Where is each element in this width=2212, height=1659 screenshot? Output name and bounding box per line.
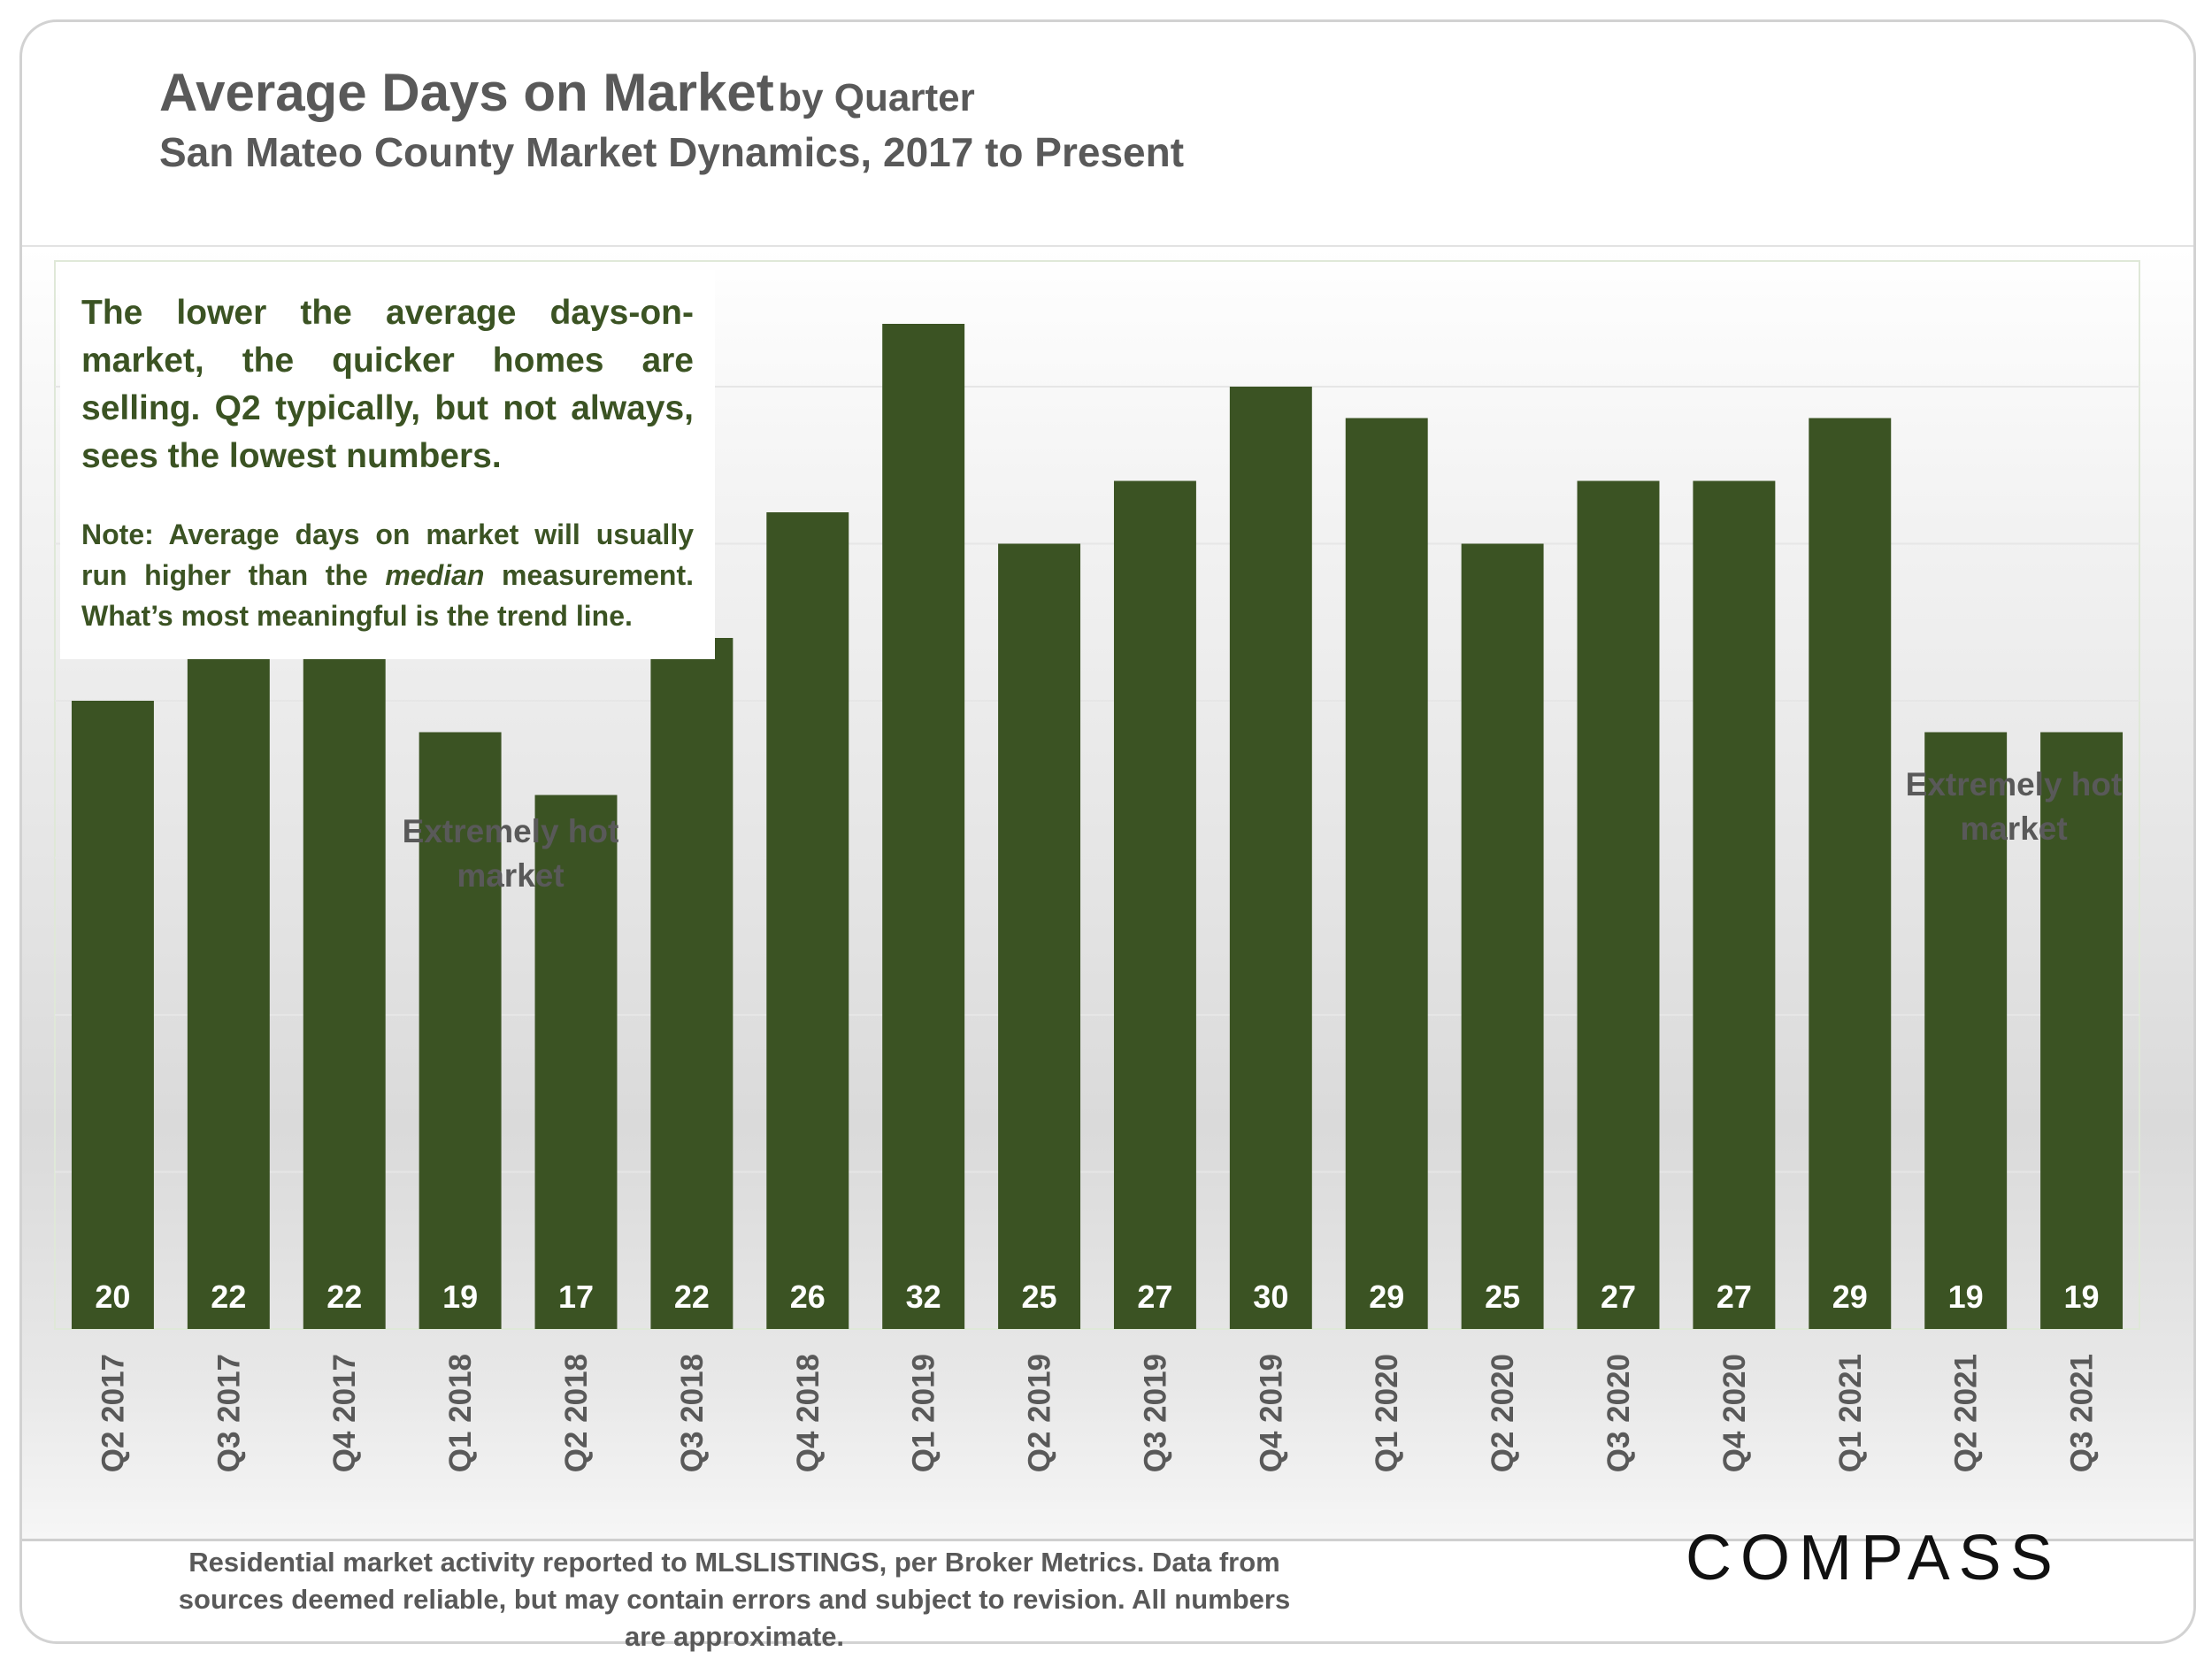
- annotation-hot-market-2021: Extremely hot market: [1905, 766, 2123, 847]
- compass-logo: COMPASS: [1686, 1523, 2062, 1594]
- data-label: 22: [674, 1279, 710, 1315]
- data-label: 22: [326, 1279, 362, 1315]
- x-tick-label: Q4 2018: [791, 1354, 826, 1472]
- note-sub-part1: Note: Average days on market will usuall…: [81, 518, 694, 591]
- x-tick-label: Q3 2021: [2065, 1354, 2100, 1472]
- data-label: 25: [1022, 1279, 1057, 1315]
- x-tick-label: Q2 2017: [96, 1354, 130, 1472]
- title-block: Average Days on Market by Quarter San Ma…: [159, 62, 1184, 176]
- chart-title-qualifier: by Quarter: [778, 76, 975, 119]
- data-label: 27: [1137, 1279, 1172, 1315]
- x-tick-label: Q2 2018: [559, 1354, 594, 1472]
- x-tick-label: Q4 2017: [327, 1354, 362, 1472]
- data-label: 19: [1948, 1279, 1984, 1315]
- bar-q2-2017: [71, 701, 154, 1329]
- x-tick-label: Q2 2019: [1023, 1354, 1057, 1472]
- bar-q2-2020: [1461, 543, 1544, 1329]
- chart-subtitle: San Mateo County Market Dynamics, 2017 t…: [159, 129, 1185, 175]
- data-label: 27: [1717, 1279, 1752, 1315]
- bar-q1-2020: [1345, 418, 1428, 1329]
- data-label: 17: [558, 1279, 594, 1315]
- note-sub-part2: measurement. What’s most meaningful is t…: [81, 559, 695, 632]
- chart-title: Average Days on Market: [159, 63, 774, 122]
- bar-q4-2019: [1229, 387, 1312, 1329]
- data-label: 32: [906, 1279, 941, 1315]
- bar-q4-2020: [1693, 480, 1776, 1329]
- bar-q1-2021: [1809, 418, 1892, 1329]
- data-label: 19: [2064, 1279, 2100, 1315]
- x-tick-label: Q4 2020: [1717, 1354, 1752, 1472]
- data-label: 30: [1253, 1279, 1288, 1315]
- note-main-text: The lower the average days-on-market, th…: [81, 294, 694, 475]
- bar-q4-2017: [303, 638, 386, 1329]
- x-tick-label: Q1 2018: [443, 1354, 478, 1472]
- annotation-hot-market-2018: Extremely hot market: [402, 813, 619, 894]
- data-label: 20: [95, 1279, 130, 1315]
- note-sub-emphasis: median: [385, 559, 485, 591]
- data-label: 29: [1832, 1279, 1868, 1315]
- data-label: 19: [442, 1279, 478, 1315]
- x-tick-label: Q3 2018: [675, 1354, 710, 1472]
- plot-area-border: [54, 260, 2140, 1330]
- x-tick-label: Q2 2021: [1949, 1354, 1984, 1472]
- source-footnote: Residential market activity reported to …: [178, 1547, 1291, 1652]
- data-label: 22: [211, 1279, 246, 1315]
- bar-q3-2021: [2040, 732, 2124, 1329]
- bar-q4-2018: [766, 512, 849, 1329]
- x-tick-label: Q3 2020: [1601, 1354, 1636, 1472]
- bar-q3-2020: [1577, 480, 1660, 1329]
- data-label: 26: [790, 1279, 826, 1315]
- bar-q2-2021: [1924, 732, 2008, 1329]
- data-label: 25: [1485, 1279, 1520, 1315]
- x-tick-label: Q2 2020: [1486, 1354, 1520, 1472]
- note-box: The lower the average days-on-market, th…: [60, 270, 715, 659]
- data-label: 29: [1369, 1279, 1404, 1315]
- bar-q3-2018: [650, 638, 733, 1329]
- data-label: 27: [1601, 1279, 1636, 1315]
- x-tick-label: Q3 2017: [211, 1354, 246, 1472]
- x-tick-label: Q1 2019: [907, 1354, 941, 1472]
- x-tick-label: Q1 2020: [1370, 1354, 1404, 1472]
- bar-q3-2019: [1113, 480, 1196, 1329]
- bar-q2-2018: [534, 795, 618, 1329]
- x-tick-label: Q3 2019: [1138, 1354, 1172, 1472]
- note-sub-text: Note: Average days on market will usuall…: [81, 514, 694, 636]
- bar-q2-2019: [998, 543, 1081, 1329]
- bar-q1-2018: [419, 732, 502, 1329]
- x-tick-label: Q1 2021: [1833, 1354, 1868, 1472]
- bar-q1-2019: [882, 324, 965, 1329]
- bar-q3-2017: [187, 638, 270, 1329]
- x-tick-label: Q4 2019: [1254, 1354, 1288, 1472]
